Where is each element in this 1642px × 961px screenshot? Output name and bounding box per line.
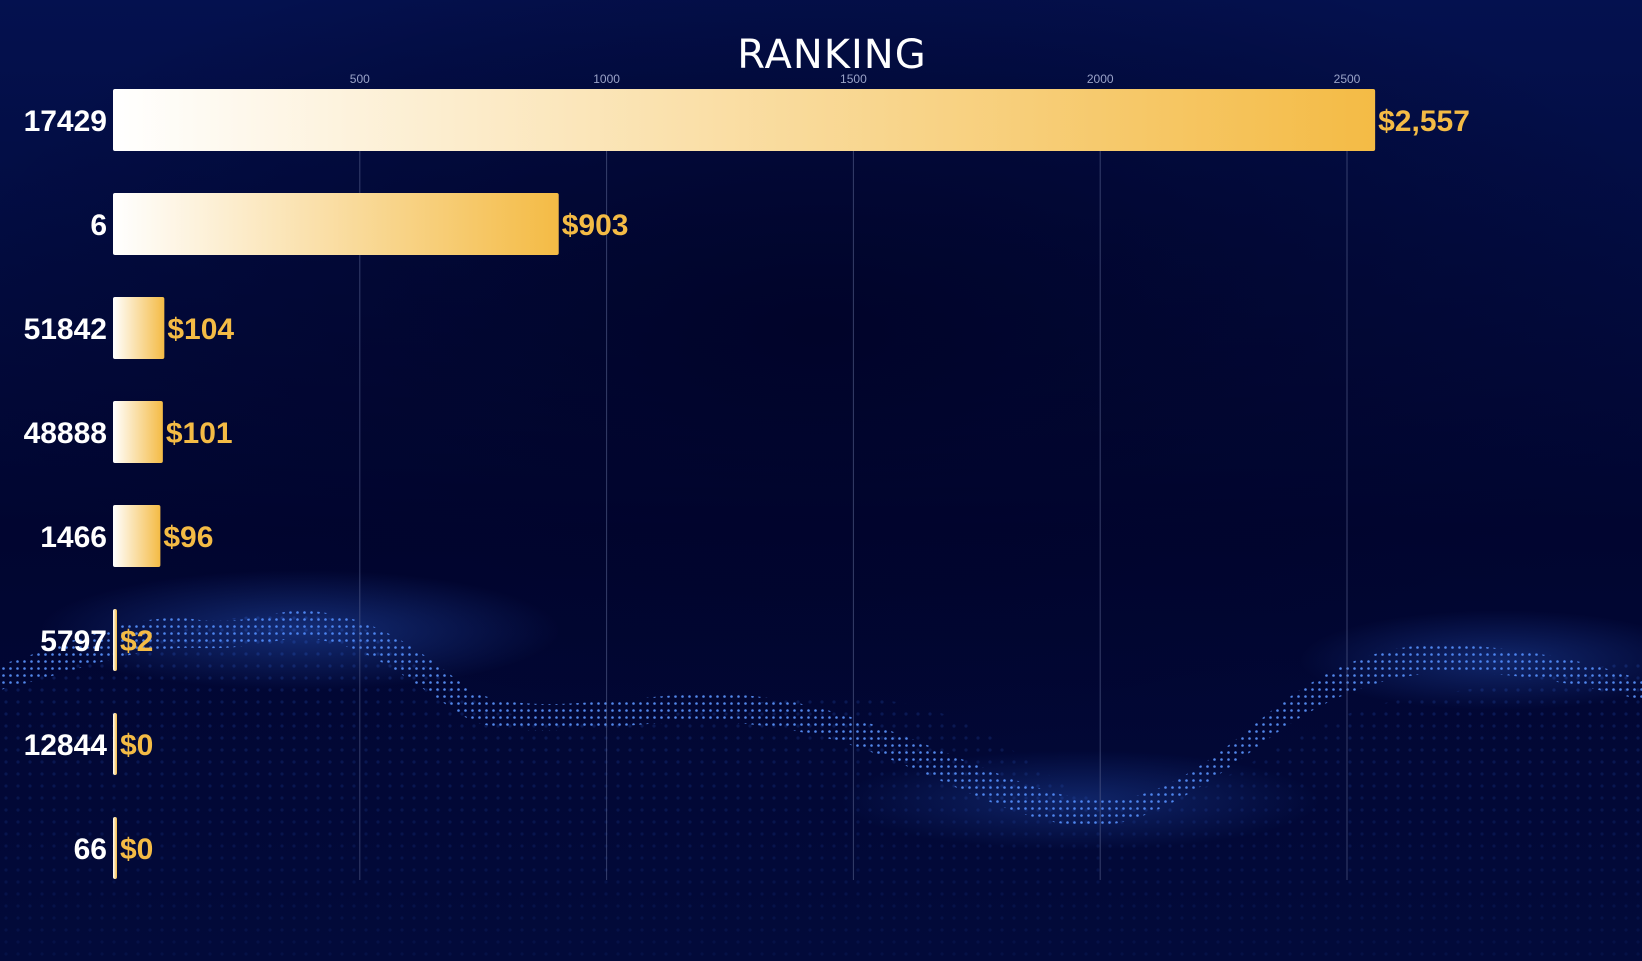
bar-51842	[113, 297, 165, 359]
category-label: 12844	[24, 729, 108, 762]
x-tick-label: 2000	[1087, 72, 1114, 86]
value-label: $903	[562, 209, 629, 242]
category-label: 48888	[24, 417, 107, 450]
value-label: $2	[120, 625, 153, 658]
x-tick-label: 1000	[593, 72, 620, 86]
bars	[113, 89, 1376, 879]
category-label: 1466	[40, 521, 107, 554]
chart-title: RANKING	[737, 32, 926, 78]
category-labels: 17429 6 51842 48888 1466 5797 12844 66	[24, 105, 108, 866]
value-label: $0	[120, 833, 153, 866]
category-label: 51842	[24, 313, 107, 346]
x-axis-ticks: 500 1000 1500 2000 2500	[350, 72, 1361, 86]
value-label: $104	[167, 313, 234, 346]
category-label: 6	[90, 209, 107, 242]
bar-17429	[113, 89, 1376, 151]
bar-6	[113, 193, 559, 255]
value-label: $0	[120, 729, 153, 762]
value-labels: $2,557 $903 $104 $101 $96 $2 $0 $0	[120, 105, 1470, 866]
bar-48888	[113, 401, 163, 463]
x-tick-label: 500	[350, 72, 370, 86]
bar-12844	[113, 713, 117, 775]
x-tick-label: 1500	[840, 72, 867, 86]
value-label: $96	[163, 521, 213, 554]
bar-66	[113, 817, 117, 879]
value-label: $101	[166, 417, 233, 450]
x-tick-label: 2500	[1334, 72, 1361, 86]
category-label: 17429	[24, 105, 107, 138]
bar-1466	[113, 505, 161, 567]
bar-5797	[113, 609, 117, 671]
category-label: 66	[74, 833, 107, 866]
value-label: $2,557	[1378, 105, 1470, 138]
category-label: 5797	[40, 625, 107, 658]
